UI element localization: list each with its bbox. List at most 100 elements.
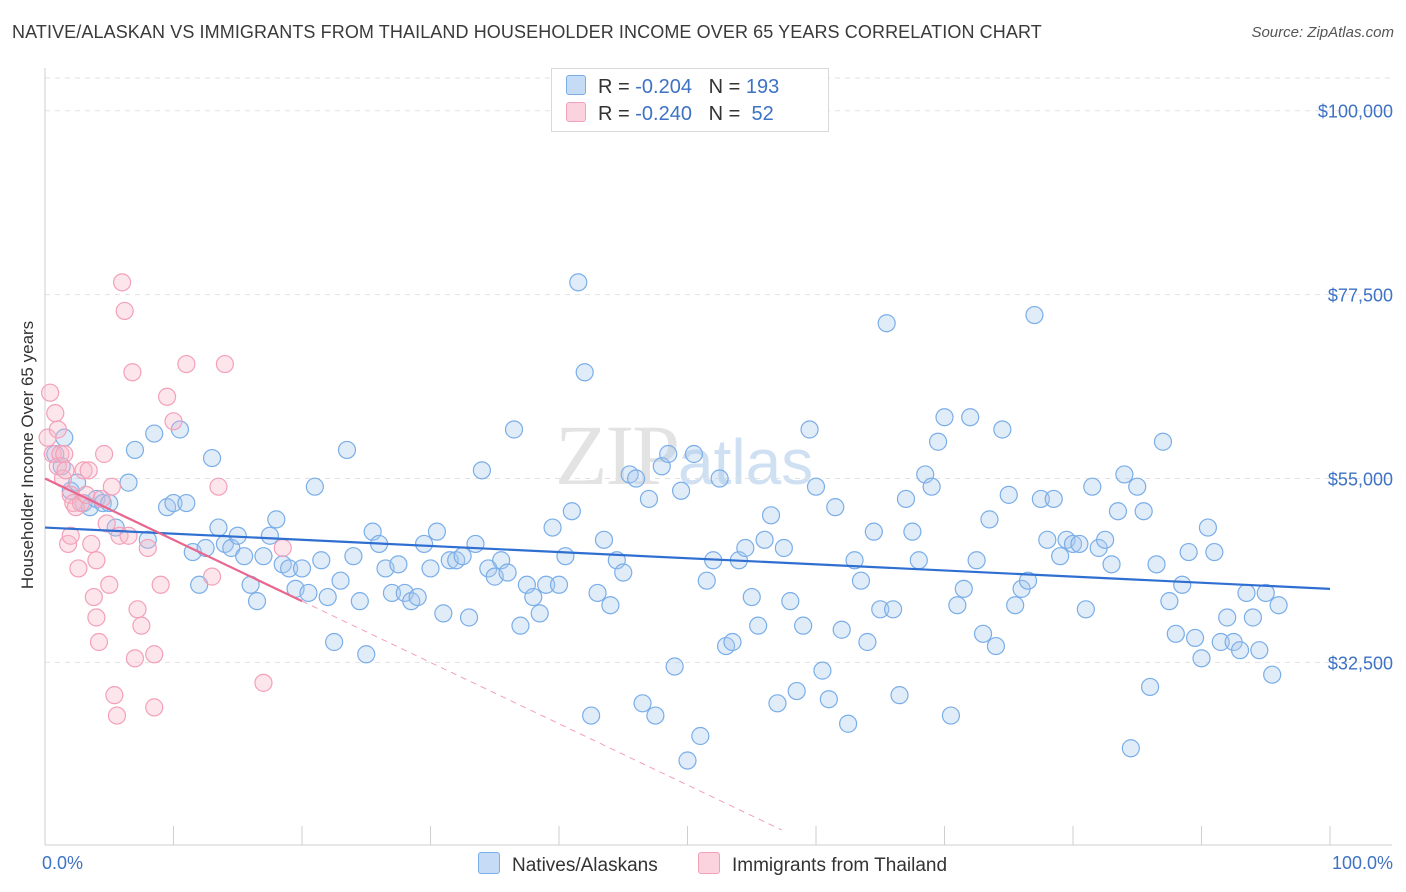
data-point-0-58: [434, 604, 453, 623]
data-point-1-4: [48, 420, 67, 439]
data-point-0-98: [691, 726, 710, 746]
data-point-0-125: [864, 522, 883, 541]
data-point-0-32: [267, 510, 286, 529]
legend-label-thailand: Immigrants from Thailand: [732, 855, 948, 876]
data-point-0-161: [1096, 530, 1115, 549]
data-point-0-147: [1006, 596, 1025, 615]
data-point-0-95: [671, 481, 691, 500]
data-point-0-62: [459, 608, 479, 627]
legend-swatch-natives: [566, 75, 586, 95]
x-tick-label-0: 0.0%: [42, 853, 83, 873]
data-point-0-143: [980, 510, 999, 529]
data-point-0-168: [1140, 677, 1160, 697]
data-point-1-47: [202, 567, 222, 586]
data-point-0-77: [556, 547, 575, 566]
data-point-0-126: [871, 600, 890, 619]
data-point-0-158: [1076, 600, 1095, 619]
data-point-0-51: [389, 555, 408, 574]
data-point-1-37: [125, 649, 145, 668]
data-point-0-159: [1083, 477, 1102, 496]
data-point-0-86: [614, 563, 633, 582]
data-point-0-107: [749, 616, 768, 635]
data-point-0-165: [1121, 739, 1140, 758]
data-point-0-149: [1018, 571, 1038, 590]
data-point-1-27: [97, 514, 116, 533]
data-point-0-64: [472, 461, 491, 480]
data-point-0-144: [986, 636, 1006, 656]
data-point-0-69: [504, 420, 524, 439]
data-point-0-131: [903, 522, 922, 541]
data-point-1-21: [84, 587, 103, 607]
data-point-0-31: [260, 526, 279, 545]
data-point-0-54: [408, 587, 427, 607]
series-natives-alaskans: [46, 273, 1288, 770]
data-point-0-79: [569, 273, 588, 292]
data-point-1-44: [157, 387, 177, 406]
data-point-0-94: [665, 657, 684, 676]
legend-swatch-natives: [478, 852, 500, 874]
source-credit: Source: ZipAtlas.com: [1251, 24, 1394, 41]
legend-n-value: 193: [745, 76, 780, 98]
data-point-0-186: [1256, 583, 1275, 603]
data-point-0-132: [909, 551, 928, 570]
data-point-0-114: [794, 616, 813, 635]
data-point-0-166: [1128, 477, 1147, 496]
data-point-1-30: [105, 686, 124, 705]
data-point-1-31: [107, 706, 127, 725]
data-point-0-157: [1070, 534, 1089, 554]
data-point-0-182: [1230, 641, 1250, 660]
data-point-0-118: [819, 690, 838, 709]
data-point-0-136: [935, 408, 954, 427]
data-point-0-156: [1063, 534, 1083, 554]
data-point-0-178: [1205, 542, 1224, 562]
data-point-0-179: [1211, 632, 1230, 652]
legend-r-value: -0.204: [635, 76, 692, 98]
legend-r-label: R =: [598, 103, 636, 125]
data-point-0-146: [999, 485, 1018, 504]
data-point-1-33: [112, 273, 132, 292]
data-point-0-184: [1243, 608, 1263, 627]
data-point-0-183: [1237, 583, 1256, 603]
data-point-0-101: [710, 469, 729, 488]
data-point-0-130: [896, 489, 916, 509]
y-axis-label: Householder Income Over 65 years: [18, 321, 37, 589]
trend-line-thailand-extension: [301, 600, 782, 831]
data-point-0-112: [781, 592, 800, 611]
legend-swatch-thailand: [566, 102, 586, 122]
data-point-0-177: [1198, 518, 1218, 537]
data-point-0-46: [357, 645, 376, 664]
data-point-1-6: [51, 444, 70, 464]
data-point-0-152: [1038, 530, 1057, 549]
watermark: ZIPatlas: [555, 405, 813, 505]
data-point-0-119: [826, 498, 845, 517]
legend-n-label: N =: [708, 103, 746, 125]
data-point-0-103: [723, 632, 742, 652]
data-point-0-117: [813, 661, 832, 680]
data-point-1-42: [145, 645, 164, 664]
data-point-0-97: [684, 444, 704, 464]
data-point-0-110: [768, 694, 787, 713]
data-point-0-42: [331, 571, 350, 590]
data-point-1-51: [273, 538, 292, 558]
data-point-0-172: [1166, 624, 1185, 643]
data-point-0-55: [414, 534, 434, 554]
data-point-0-154: [1051, 547, 1070, 566]
legend-item-thailand: Immigrants from Thailand: [698, 852, 947, 877]
data-point-0-78: [562, 502, 581, 521]
data-point-0-137: [941, 706, 961, 725]
data-point-1-9: [56, 461, 75, 480]
data-point-0-96: [678, 751, 697, 770]
watermark-zip: ZIP: [555, 407, 680, 503]
data-point-0-124: [858, 632, 877, 652]
data-point-0-145: [993, 420, 1012, 439]
data-point-0-174: [1179, 542, 1198, 562]
data-point-0-61: [453, 547, 472, 566]
data-point-1-35: [119, 526, 138, 545]
chart-title: NATIVE/ALASKAN VS IMMIGRANTS FROM THAILA…: [12, 22, 1042, 42]
data-point-0-153: [1044, 489, 1063, 509]
data-point-0-57: [427, 522, 447, 541]
data-point-0-135: [928, 432, 948, 451]
y-tick-label-1: $55,000: [1328, 470, 1393, 490]
data-point-0-68: [498, 563, 517, 582]
